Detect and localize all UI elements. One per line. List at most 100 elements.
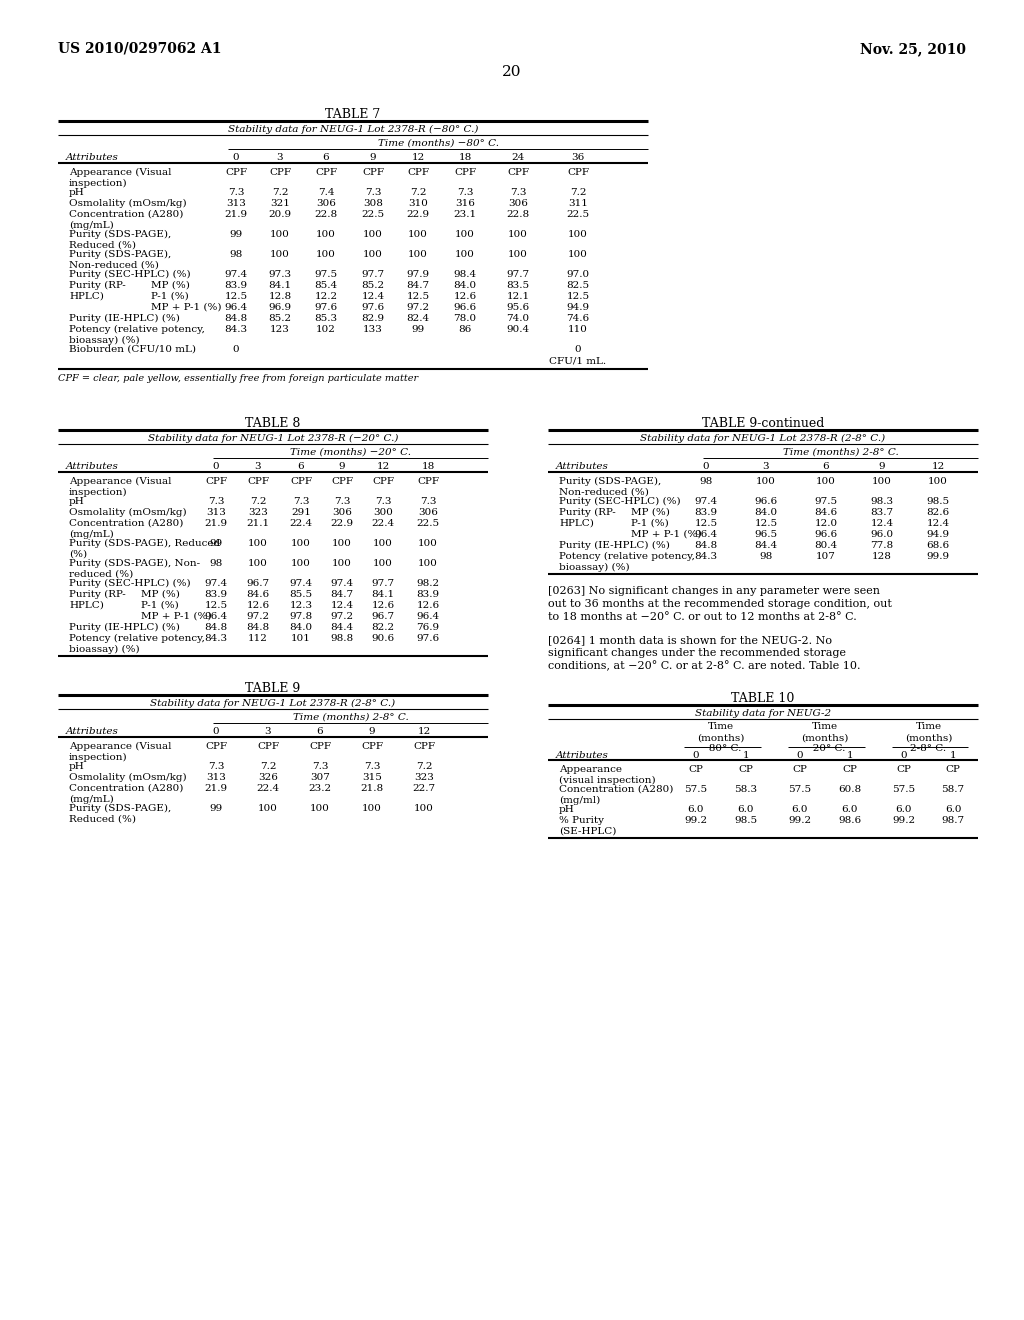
Text: CP: CP bbox=[945, 766, 961, 774]
Text: Bioburden (CFU/10 mL): Bioburden (CFU/10 mL) bbox=[69, 345, 196, 354]
Text: 6: 6 bbox=[822, 462, 829, 471]
Text: 97.3: 97.3 bbox=[268, 271, 292, 279]
Text: 60.8: 60.8 bbox=[839, 785, 861, 795]
Text: 74.6: 74.6 bbox=[566, 314, 590, 323]
Text: 12: 12 bbox=[377, 462, 389, 471]
Text: 83.9: 83.9 bbox=[694, 508, 718, 517]
Text: 100: 100 bbox=[455, 249, 475, 259]
Text: Purity (SDS-PAGE),: Purity (SDS-PAGE), bbox=[69, 249, 171, 259]
Text: CP: CP bbox=[897, 766, 911, 774]
Text: Time (months) 2-8° C.: Time (months) 2-8° C. bbox=[293, 713, 409, 722]
Text: 12.3: 12.3 bbox=[290, 601, 312, 610]
Text: 100: 100 bbox=[418, 558, 438, 568]
Text: 22.8: 22.8 bbox=[314, 210, 338, 219]
Text: pH: pH bbox=[69, 762, 85, 771]
Text: TABLE 7: TABLE 7 bbox=[326, 108, 381, 121]
Text: 1: 1 bbox=[742, 751, 750, 760]
Text: 12: 12 bbox=[418, 727, 431, 737]
Text: Reduced (%): Reduced (%) bbox=[69, 814, 136, 824]
Text: 84.0: 84.0 bbox=[755, 508, 777, 517]
Text: 100: 100 bbox=[408, 230, 428, 239]
Text: 80.4: 80.4 bbox=[814, 541, 838, 550]
Text: 107: 107 bbox=[816, 552, 836, 561]
Text: CPF: CPF bbox=[257, 742, 279, 751]
Text: 98: 98 bbox=[699, 477, 713, 486]
Text: Attributes: Attributes bbox=[556, 751, 609, 760]
Text: 86: 86 bbox=[459, 325, 472, 334]
Text: 98.2: 98.2 bbox=[417, 579, 439, 587]
Text: (mg/mL): (mg/mL) bbox=[69, 531, 114, 539]
Text: CPF: CPF bbox=[269, 168, 291, 177]
Text: 74.0: 74.0 bbox=[507, 314, 529, 323]
Text: 36: 36 bbox=[571, 153, 585, 162]
Text: 21.9: 21.9 bbox=[205, 784, 227, 793]
Text: Time (months) −20° C.: Time (months) −20° C. bbox=[290, 447, 411, 457]
Text: CPF: CPF bbox=[407, 168, 429, 177]
Text: 18: 18 bbox=[459, 153, 472, 162]
Text: CPF: CPF bbox=[309, 742, 331, 751]
Text: Time (months) −80° C.: Time (months) −80° C. bbox=[378, 139, 499, 148]
Text: 96.0: 96.0 bbox=[870, 531, 894, 539]
Text: 99: 99 bbox=[229, 230, 243, 239]
Text: 96.6: 96.6 bbox=[814, 531, 838, 539]
Text: 84.8: 84.8 bbox=[694, 541, 718, 550]
Text: (mg/mL): (mg/mL) bbox=[69, 220, 114, 230]
Text: Appearance (Visual: Appearance (Visual bbox=[69, 477, 171, 486]
Text: 7.3: 7.3 bbox=[311, 762, 329, 771]
Text: 58.7: 58.7 bbox=[941, 785, 965, 795]
Text: 100: 100 bbox=[756, 477, 776, 486]
Text: 12.5: 12.5 bbox=[566, 292, 590, 301]
Text: 22.4: 22.4 bbox=[256, 784, 280, 793]
Text: significant changes under the recommended storage: significant changes under the recommende… bbox=[548, 648, 846, 657]
Text: Purity (SEC-HPLC) (%): Purity (SEC-HPLC) (%) bbox=[69, 271, 190, 279]
Text: 323: 323 bbox=[414, 774, 434, 781]
Text: 7.3: 7.3 bbox=[510, 187, 526, 197]
Text: 100: 100 bbox=[508, 230, 528, 239]
Text: 6.0: 6.0 bbox=[945, 805, 962, 814]
Text: 84.6: 84.6 bbox=[814, 508, 838, 517]
Text: US 2010/0297062 A1: US 2010/0297062 A1 bbox=[58, 42, 221, 55]
Text: 85.5: 85.5 bbox=[290, 590, 312, 599]
Text: inspection): inspection) bbox=[69, 488, 128, 498]
Text: 97.7: 97.7 bbox=[507, 271, 529, 279]
Text: 12.6: 12.6 bbox=[417, 601, 439, 610]
Text: 7.3: 7.3 bbox=[364, 762, 380, 771]
Text: 82.4: 82.4 bbox=[407, 314, 429, 323]
Text: 100: 100 bbox=[291, 558, 311, 568]
Text: 326: 326 bbox=[258, 774, 278, 781]
Text: [0264] 1 month data is shown for the NEUG-2. No: [0264] 1 month data is shown for the NEU… bbox=[548, 635, 831, 645]
Text: 100: 100 bbox=[332, 539, 352, 548]
Text: Purity (IE-HPLC) (%): Purity (IE-HPLC) (%) bbox=[69, 314, 180, 323]
Text: 84.1: 84.1 bbox=[268, 281, 292, 290]
Text: 7.2: 7.2 bbox=[271, 187, 288, 197]
Text: 100: 100 bbox=[928, 477, 948, 486]
Text: 21.8: 21.8 bbox=[360, 784, 384, 793]
Text: conditions, at −20° C. or at 2-8° C. are noted. Table 10.: conditions, at −20° C. or at 2-8° C. are… bbox=[548, 661, 860, 672]
Text: MP + P-1 (%): MP + P-1 (%) bbox=[141, 612, 212, 620]
Text: 100: 100 bbox=[258, 804, 278, 813]
Text: 12.2: 12.2 bbox=[314, 292, 338, 301]
Text: 84.4: 84.4 bbox=[331, 623, 353, 632]
Text: Time
(months)
−20° C.: Time (months) −20° C. bbox=[802, 722, 849, 754]
Text: 96.4: 96.4 bbox=[694, 531, 718, 539]
Text: 7.3: 7.3 bbox=[208, 498, 224, 506]
Text: Reduced (%): Reduced (%) bbox=[69, 242, 136, 249]
Text: 23.1: 23.1 bbox=[454, 210, 476, 219]
Text: Attributes: Attributes bbox=[556, 462, 609, 471]
Text: 94.9: 94.9 bbox=[927, 531, 949, 539]
Text: 313: 313 bbox=[226, 199, 246, 209]
Text: Purity (IE-HPLC) (%): Purity (IE-HPLC) (%) bbox=[69, 623, 180, 632]
Text: 99.9: 99.9 bbox=[927, 552, 949, 561]
Text: 100: 100 bbox=[270, 230, 290, 239]
Text: CPF = clear, pale yellow, essentially free from foreign particulate matter: CPF = clear, pale yellow, essentially fr… bbox=[58, 374, 418, 383]
Text: Concentration (A280): Concentration (A280) bbox=[69, 784, 183, 793]
Text: 98: 98 bbox=[760, 552, 773, 561]
Text: Purity (SDS-PAGE),: Purity (SDS-PAGE), bbox=[559, 477, 662, 486]
Text: 12.5: 12.5 bbox=[755, 519, 777, 528]
Text: CP: CP bbox=[843, 766, 857, 774]
Text: 97.2: 97.2 bbox=[331, 612, 353, 620]
Text: 110: 110 bbox=[568, 325, 588, 334]
Text: bioassay) (%): bioassay) (%) bbox=[69, 645, 139, 655]
Text: 1: 1 bbox=[949, 751, 956, 760]
Text: CPF: CPF bbox=[205, 742, 227, 751]
